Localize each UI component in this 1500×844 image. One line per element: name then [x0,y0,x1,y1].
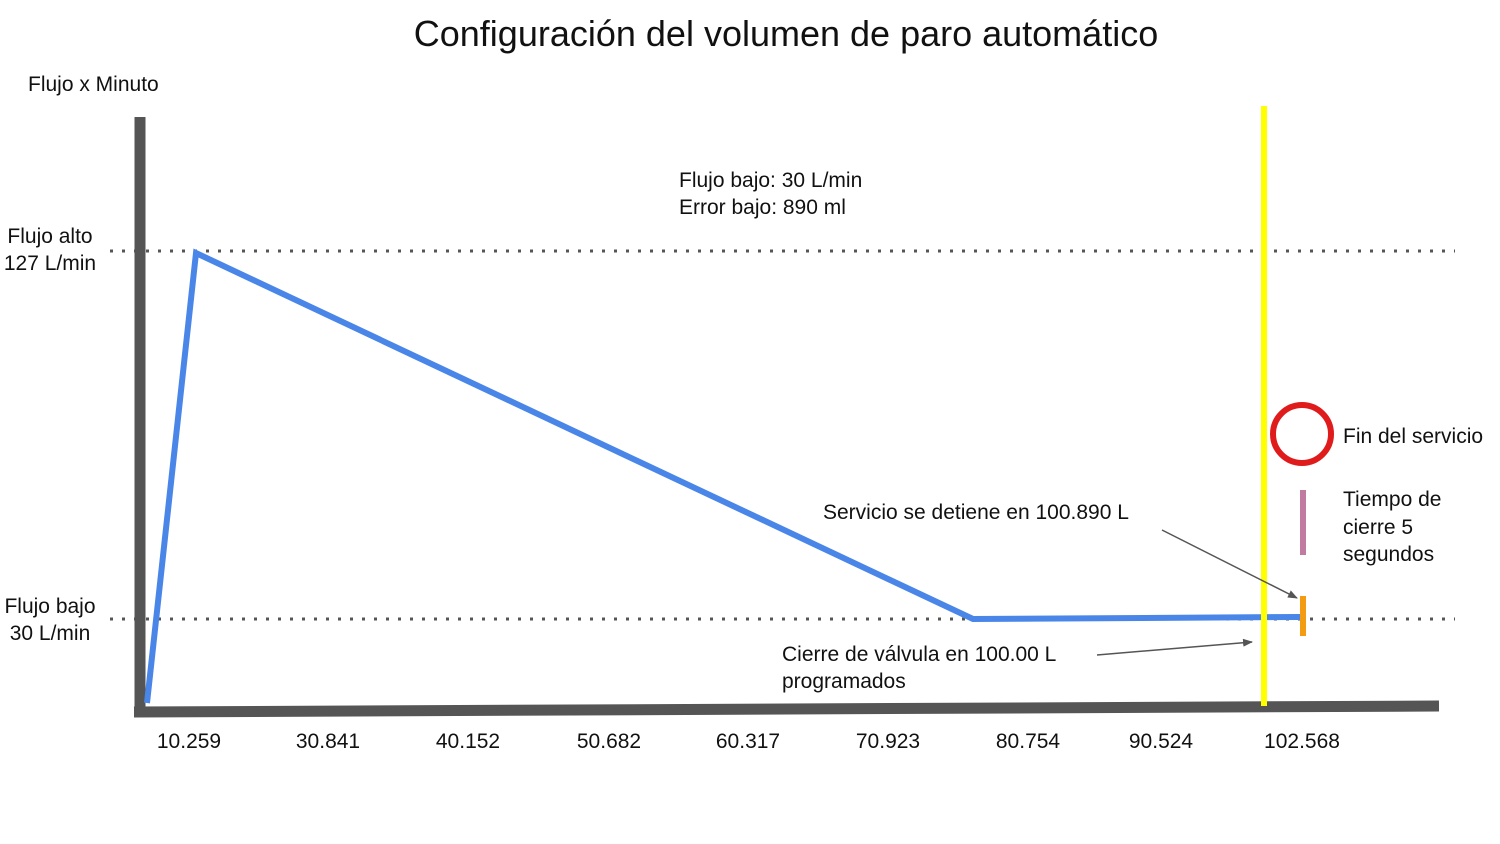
y-axis-label: Flujo x Minuto [28,73,159,96]
x-axis [133,700,1440,718]
closing-time-label-line2: cierre 5 [1343,516,1413,539]
x-tick-label: 102.568 [1264,730,1340,753]
flow-curve [144,248,1301,704]
info-low-flow: Flujo bajo: 30 L/min [679,169,862,192]
valve-closing-arrow [1096,638,1253,656]
x-tick-label: 50.682 [577,730,641,753]
low-flow-label: Flujo bajo [4,595,95,618]
x-tick-label: 90.524 [1129,730,1194,753]
valve-closing-label-line2: programados [782,670,906,693]
x-tick-labels: 10.259 30.841 40.152 50.682 60.317 70.92… [157,730,1340,753]
x-tick-label: 40.152 [436,730,500,753]
high-flow-value: 127 L/min [4,252,96,275]
x-tick-label: 60.317 [716,730,780,753]
end-of-service-label: Fin del servicio [1343,425,1483,448]
service-stop-label: Servicio se detiene en 100.890 L [823,501,1129,524]
info-low-error: Error bajo: 890 ml [679,196,846,219]
low-flow-value: 30 L/min [10,622,91,645]
x-tick-label: 80.754 [996,730,1061,753]
closing-time-label-line1: Tiempo de [1343,488,1441,511]
end-of-service-icon [1270,402,1334,466]
service-stop-arrow [1161,529,1298,599]
x-tick-label: 30.841 [296,730,360,753]
closing-time-label-line3: segundos [1343,543,1434,566]
high-flow-label: Flujo alto [7,225,92,248]
x-tick-label: 70.923 [856,730,920,753]
x-tick-label: 10.259 [157,730,221,753]
diagram-title: Configuración del volumen de paro automá… [414,13,1158,54]
valve-closing-label-line1: Cierre de válvula en 100.00 L [782,643,1056,666]
